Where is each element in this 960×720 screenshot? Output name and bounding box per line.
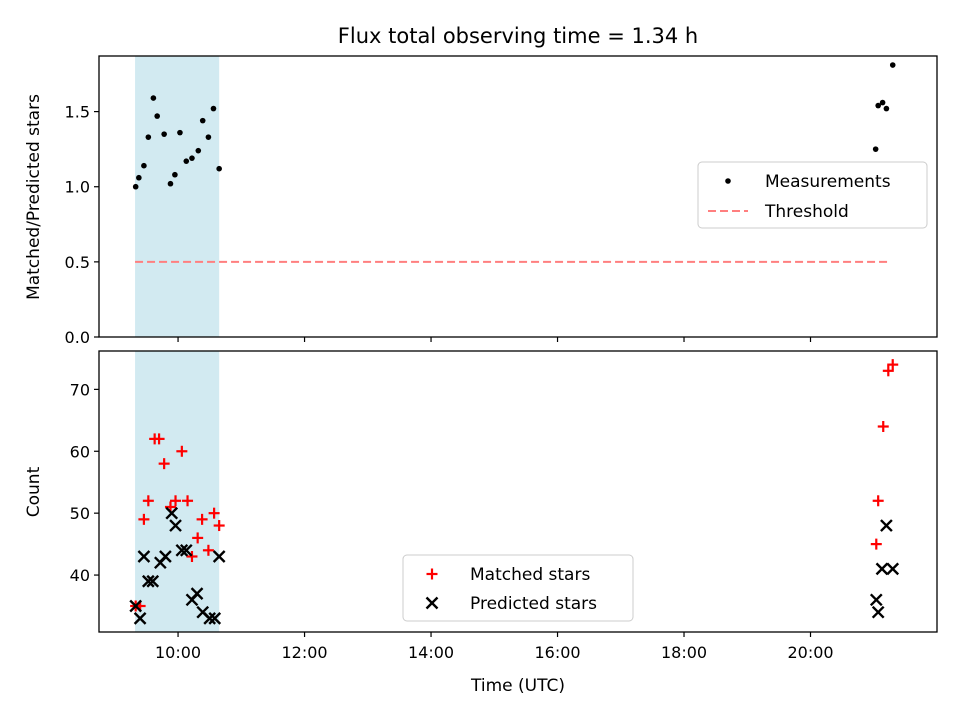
legend-marker-measurements <box>725 178 731 184</box>
predicted-stars-point <box>165 506 179 520</box>
legend-marker-matched <box>426 568 438 580</box>
x-tick-label: 16:00 <box>534 643 580 662</box>
x-tick-label: 10:00 <box>155 643 201 662</box>
matched-stars-point <box>213 520 225 532</box>
matched-stars-point <box>176 445 188 457</box>
measurement-point <box>195 147 202 154</box>
measurement-point <box>154 113 160 119</box>
x-axis-label: Time (UTC) <box>470 676 565 696</box>
measurement-point <box>875 102 881 109</box>
y-tick-label: 40 <box>70 566 90 585</box>
legend-label-matched: Matched stars <box>470 565 590 585</box>
x-tick-label: 12:00 <box>281 643 327 662</box>
x-tick-label: 14:00 <box>408 643 454 662</box>
predicted-stars-point <box>208 612 222 625</box>
x-tick-label: 18:00 <box>661 643 707 662</box>
predicted-stars-point <box>871 605 885 619</box>
measurement-point <box>183 158 190 164</box>
legend-marker-predicted <box>425 596 439 610</box>
legend-label-measurements: Measurements <box>765 172 891 192</box>
measurement-point <box>132 183 139 190</box>
measurement-point <box>145 134 152 140</box>
ratio-panel: Matched/Predicted stars 0.0 0.5 1.0 1.5 Meas… <box>24 55 938 347</box>
y-tick-label: 1.5 <box>65 103 90 122</box>
x-tick-label: 20:00 <box>787 643 833 662</box>
matched-stars-point <box>182 495 194 507</box>
matched-stars-point <box>192 532 204 544</box>
matched-stars-point <box>882 365 894 377</box>
matched-stars-point <box>170 495 182 507</box>
measurement-point <box>136 174 142 181</box>
measurement-point <box>167 180 174 187</box>
observing-window-span <box>135 351 220 632</box>
top-y-axis-label: Matched/Predicted stars <box>24 94 44 300</box>
legend-frame <box>402 554 634 622</box>
y-tick-label: 0.5 <box>65 253 90 272</box>
measurement-point <box>883 105 890 112</box>
count-panel: Count 40 50 60 70 10:00 12:00 14:00 16:00 18:00 2… <box>24 350 938 662</box>
predicted-stars-point <box>175 543 189 557</box>
matched-stars-point <box>208 507 220 519</box>
measurement-point <box>177 129 183 136</box>
matched-stars-point <box>870 538 882 550</box>
measurement-point <box>161 131 167 137</box>
matched-stars-point <box>872 495 884 507</box>
matched-stars-point <box>153 433 165 445</box>
predicted-stars-point <box>169 519 182 532</box>
measurement-point <box>141 162 147 169</box>
matched-stars-point <box>887 359 899 371</box>
predicted-stars-point <box>137 550 151 563</box>
predicted-stars-point <box>146 574 160 588</box>
legend-label-predicted: Predicted stars <box>470 594 597 614</box>
predicted-stars-point <box>133 612 147 625</box>
predicted-stars-point <box>212 550 226 563</box>
predicted-stars-point <box>875 562 889 576</box>
measurement-point <box>872 146 879 152</box>
matched-stars-point <box>877 421 889 433</box>
observing-window-span <box>135 56 220 337</box>
predicted-stars-point <box>159 550 172 563</box>
y-tick-label: 50 <box>70 504 90 523</box>
measurement-point <box>205 134 212 140</box>
matched-stars-point <box>142 495 154 507</box>
plot-frame <box>98 55 938 338</box>
predicted-stars-point <box>880 519 893 532</box>
predicted-stars-point <box>886 562 900 576</box>
predicted-stars-point <box>869 593 883 607</box>
predicted-stars-point <box>190 587 204 600</box>
measurement-point <box>172 171 178 178</box>
y-tick-label: 0.0 <box>65 328 90 347</box>
legend-label-threshold: Threshold <box>764 202 849 222</box>
legend-frame <box>697 161 928 229</box>
measurement-point <box>216 165 222 172</box>
matched-stars-point <box>196 513 208 525</box>
legend: Measurements Threshold <box>697 161 928 229</box>
predicted-stars-point <box>129 599 143 613</box>
matched-stars-point <box>138 513 150 525</box>
measurement-point <box>889 62 896 68</box>
measurement-point <box>199 117 206 124</box>
matched-stars-point <box>158 458 170 470</box>
plot-frame <box>98 350 938 633</box>
chart-title: Flux total observing time = 1.34 h <box>338 24 698 48</box>
matched-stars-point <box>186 550 198 562</box>
matched-stars-point <box>202 544 214 556</box>
measurement-point <box>879 99 886 106</box>
predicted-stars-point <box>141 574 155 588</box>
y-tick-label: 60 <box>70 442 90 461</box>
measurement-point <box>150 95 157 101</box>
y-tick-label: 1.0 <box>65 178 90 197</box>
legend: Matched stars Predicted stars <box>402 554 634 622</box>
predicted-stars-point <box>179 543 193 557</box>
measurement-point <box>189 155 195 161</box>
bottom-y-axis-label: Count <box>24 466 44 517</box>
measurement-point <box>210 105 217 112</box>
predicted-stars-point <box>203 612 217 625</box>
y-tick-label: 70 <box>70 380 90 399</box>
